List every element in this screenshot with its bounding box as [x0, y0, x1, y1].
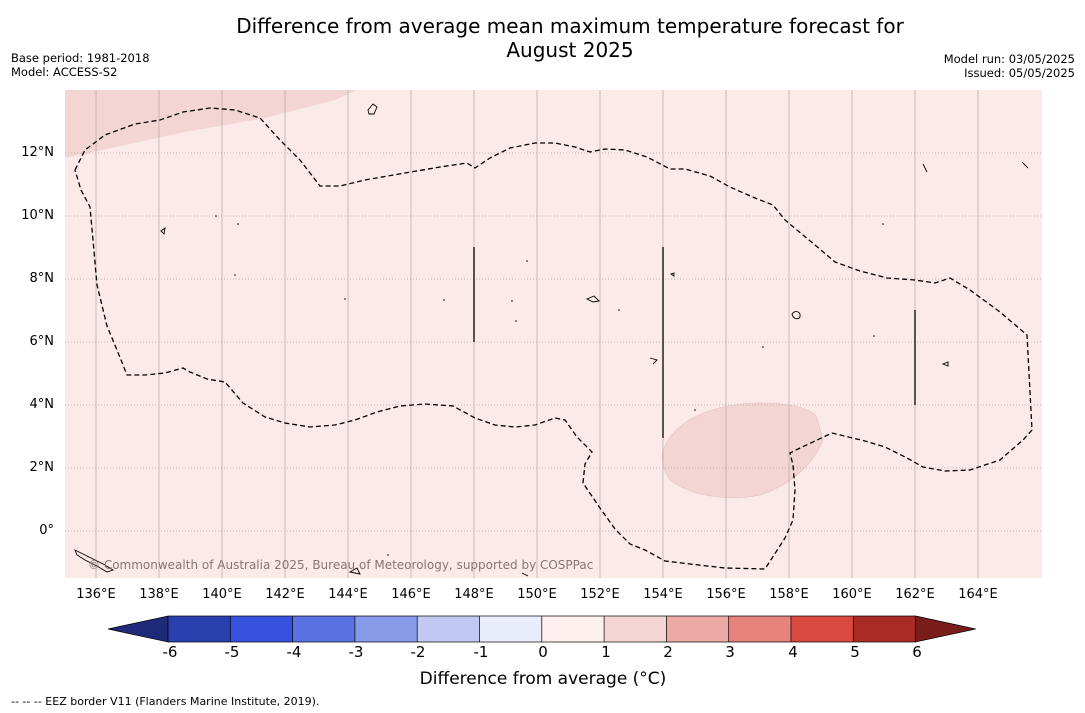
lat-label-12n: 12°N [21, 145, 54, 160]
lat-label-0: 0° [39, 523, 54, 538]
issued-label: Issued: 05/05/2025 [964, 66, 1075, 80]
colorbar-segment [168, 616, 231, 642]
colorbar-tick-marks [167, 615, 916, 643]
model-run-label: Model run: 03/05/2025 [943, 52, 1075, 66]
anomaly-region-south [661, 402, 824, 498]
anomaly-region-northwest [65, 90, 357, 158]
colorbar-segment [853, 616, 916, 642]
colorbar-segment [604, 616, 667, 642]
cb-tick-neg1: -1 [473, 643, 489, 661]
colorbar-segment [417, 616, 480, 642]
cb-tick-0: 0 [538, 643, 548, 661]
lon-label-150e: 150°E [517, 587, 557, 602]
colorbar-segment [354, 616, 418, 642]
colorbar-title: Difference from average (°C) [419, 669, 667, 689]
cb-tick-3: 3 [725, 643, 735, 661]
cb-tick-neg6: -6 [162, 643, 178, 661]
cb-tick-neg4: -4 [286, 643, 302, 661]
colorbar [108, 615, 976, 643]
colorbar-segment [728, 616, 791, 642]
map-svg [65, 90, 1042, 578]
lon-label-148e: 148°E [454, 587, 494, 602]
lon-label-146e: 146°E [391, 587, 431, 602]
colorbar-segments [108, 615, 976, 643]
lon-label-144e: 144°E [328, 587, 368, 602]
lon-label-154e: 154°E [643, 587, 683, 602]
cb-tick-neg2: -2 [410, 643, 426, 661]
lon-label-142e: 142°E [265, 587, 305, 602]
map-panel [65, 90, 1042, 578]
title-line-1: Difference from average mean maximum tem… [236, 14, 904, 38]
colorbar-segment [541, 616, 605, 642]
lon-label-158e: 158°E [769, 587, 809, 602]
lon-label-160e: 160°E [832, 587, 872, 602]
cb-tick-6: 6 [912, 643, 922, 661]
cb-tick-1: 1 [601, 643, 611, 661]
lat-label-2n: 2°N [29, 460, 55, 475]
cb-tick-neg3: -3 [348, 643, 364, 661]
meta-left: Base period: 1981-2018 Model: ACCESS-S2 [11, 51, 150, 79]
cb-tick-2: 2 [663, 643, 673, 661]
cb-tick-neg5: -5 [224, 643, 240, 661]
model-label: Model: ACCESS-S2 [11, 65, 118, 79]
lat-label-6n: 6°N [29, 334, 55, 349]
lon-label-162e: 162°E [895, 587, 935, 602]
lat-label-8n: 8°N [29, 271, 55, 286]
lat-label-10n: 10°N [21, 208, 54, 223]
lon-label-140e: 140°E [202, 587, 242, 602]
eez-borders [74, 107, 1033, 570]
colorbar-segment [479, 616, 542, 642]
title-line-2: August 2025 [506, 38, 634, 62]
islands [74, 103, 1029, 577]
cb-tick-5: 5 [850, 643, 860, 661]
colorbar-segment [230, 616, 293, 642]
meta-right: Model run: 03/05/2025 Issued: 05/05/2025 [944, 52, 1075, 80]
colorbar-segment [666, 616, 729, 642]
eez-border-west [74, 107, 1033, 570]
eez-footnote: -- -- -- EEZ border V11 (Flanders Marine… [11, 695, 320, 708]
copyright-notice: © Commonwealth of Australia 2025, Bureau… [88, 558, 594, 572]
longitude-gridlines [95, 90, 979, 578]
island-dots [215, 215, 884, 556]
base-period-label: Base period: 1981-2018 [11, 51, 150, 65]
latitude-gridlines [65, 152, 1042, 532]
colorbar-segment [791, 616, 854, 642]
lon-label-152e: 152°E [580, 587, 620, 602]
lon-label-164e: 164°E [958, 587, 998, 602]
map-title: Difference from average mean maximum tem… [200, 14, 940, 62]
colorbar-extend-low [108, 615, 169, 643]
lat-label-4n: 4°N [29, 397, 55, 412]
boundary-lines [473, 247, 916, 438]
colorbar-extend-high [915, 615, 976, 643]
colorbar-segment [292, 616, 355, 642]
lon-label-156e: 156°E [706, 587, 746, 602]
cb-tick-4: 4 [788, 643, 798, 661]
lon-label-136e: 136°E [76, 587, 116, 602]
lon-label-138e: 138°E [139, 587, 179, 602]
